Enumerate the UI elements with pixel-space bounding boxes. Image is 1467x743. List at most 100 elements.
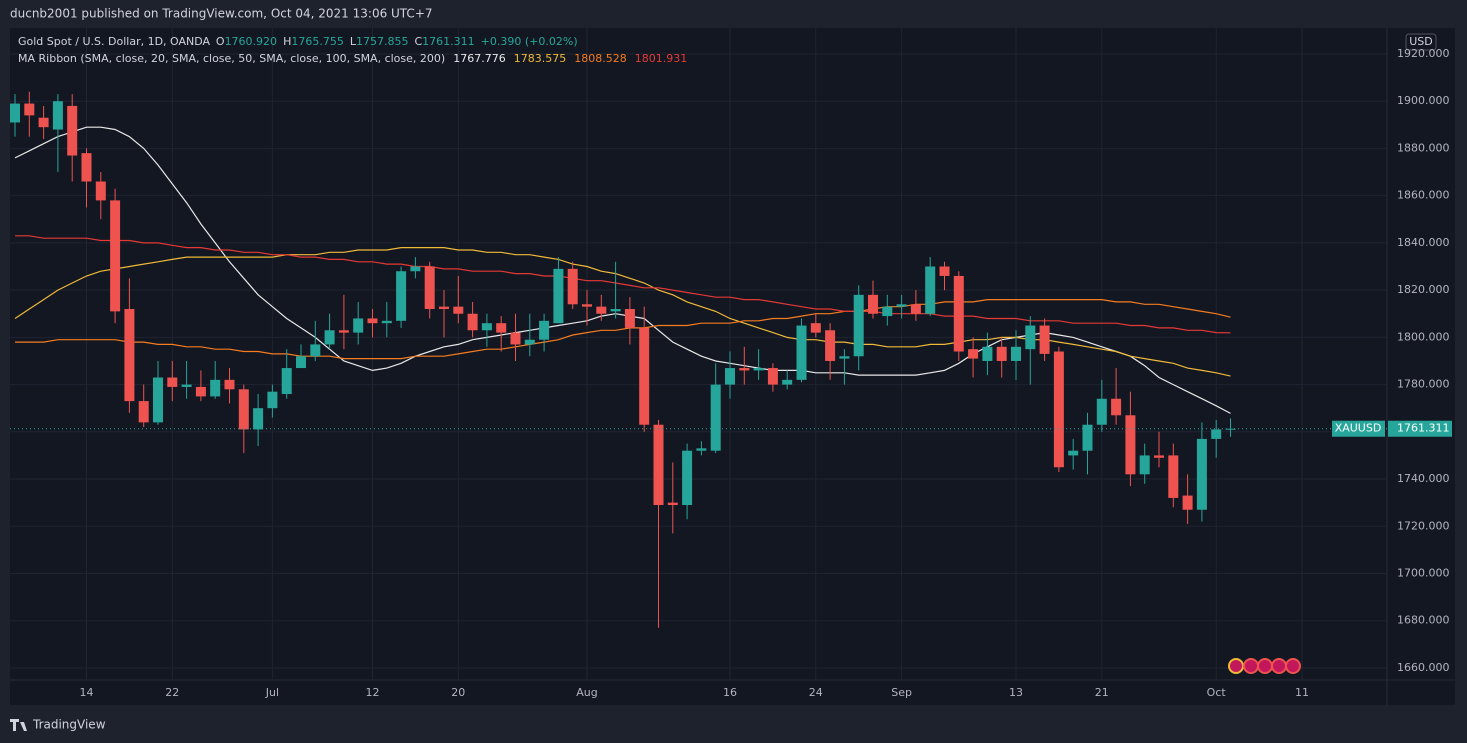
candle-body bbox=[52, 101, 63, 130]
ma-legend: MA Ribbon (SMA, close, 20, SMA, close, 5… bbox=[18, 52, 687, 65]
candle-body bbox=[10, 103, 20, 123]
legend-text: 1761.311 bbox=[422, 35, 475, 48]
candle-body bbox=[296, 356, 306, 369]
y-tick-label: 1780.000 bbox=[1397, 378, 1450, 391]
candle-body bbox=[1011, 346, 1021, 361]
y-tick-label: 1720.000 bbox=[1397, 519, 1450, 532]
candle-body bbox=[1211, 429, 1222, 439]
x-tick-label: 24 bbox=[809, 686, 823, 699]
legend-text: H bbox=[283, 35, 291, 48]
candle-body bbox=[667, 502, 678, 506]
x-tick-label: 13 bbox=[1009, 686, 1023, 699]
candle-body bbox=[410, 266, 421, 272]
x-tick-label: 12 bbox=[366, 686, 380, 699]
candle-body bbox=[153, 377, 163, 423]
candle-body bbox=[882, 306, 893, 317]
symbol-legend: Gold Spot / U.S. Dollar, 1D, OANDA O1760.… bbox=[18, 35, 578, 48]
x-tick-label: Aug bbox=[576, 686, 597, 699]
candle-body bbox=[1068, 450, 1079, 456]
candle-body bbox=[396, 271, 407, 321]
x-tick-label: 11 bbox=[1295, 686, 1309, 699]
y-tick-label: 1840.000 bbox=[1397, 236, 1450, 249]
candle-body bbox=[281, 368, 292, 395]
candle-body bbox=[38, 117, 49, 128]
legend-text: O bbox=[216, 35, 225, 48]
candle-body bbox=[181, 384, 192, 387]
candle-body bbox=[767, 368, 778, 385]
legend-text: C bbox=[414, 35, 422, 48]
legend-text: 1783.575 bbox=[514, 52, 567, 65]
legend-text: 1801.931 bbox=[635, 52, 688, 65]
candle-body bbox=[839, 356, 850, 359]
candle-body bbox=[539, 320, 550, 340]
x-tick-label: 22 bbox=[165, 686, 179, 699]
x-tick-label: Jul bbox=[265, 686, 279, 699]
candle-body bbox=[639, 327, 650, 425]
legend-text: 1808.528 bbox=[574, 52, 627, 65]
candle-body bbox=[481, 323, 492, 331]
candle-body bbox=[1196, 438, 1207, 510]
candle-body bbox=[424, 266, 435, 310]
ticker-tag bbox=[1332, 420, 1385, 437]
candle-body bbox=[739, 368, 750, 371]
candle-body bbox=[982, 346, 993, 361]
candle-body bbox=[1025, 325, 1036, 350]
candle-body bbox=[210, 379, 221, 397]
candle-body bbox=[224, 379, 235, 390]
x-tick-label: Sep bbox=[891, 686, 912, 699]
x-tick-label: 21 bbox=[1095, 686, 1109, 699]
y-tick-label: 1660.000 bbox=[1397, 661, 1450, 674]
candle-body bbox=[682, 450, 693, 506]
currency-box bbox=[1405, 33, 1437, 51]
candle-body bbox=[195, 386, 206, 397]
grid bbox=[10, 28, 1387, 680]
candle-body bbox=[267, 391, 278, 409]
y-tick-label: 1860.000 bbox=[1397, 189, 1450, 202]
candle-body bbox=[367, 318, 378, 324]
candle-body bbox=[624, 309, 635, 328]
candle-body bbox=[610, 309, 621, 312]
event-icon bbox=[1285, 658, 1301, 674]
legend-text: 1767.776 bbox=[453, 52, 506, 65]
candle-body bbox=[996, 346, 1007, 361]
candle-body bbox=[753, 368, 764, 371]
candle-body bbox=[1168, 455, 1179, 498]
price-tag-label: 1761.311 bbox=[1397, 422, 1450, 435]
candle-body bbox=[253, 408, 264, 430]
chart-area bbox=[10, 28, 1455, 705]
legend-text: Gold Spot / U.S. Dollar, 1D, OANDA bbox=[18, 35, 211, 48]
candle-body bbox=[67, 105, 78, 156]
marks bbox=[10, 91, 1387, 628]
candle-body bbox=[710, 384, 721, 451]
candle-body bbox=[782, 379, 793, 385]
events bbox=[1228, 658, 1301, 674]
x-tick-label: 14 bbox=[80, 686, 94, 699]
candle-body bbox=[810, 323, 821, 333]
y-tick-label: 1880.000 bbox=[1397, 141, 1450, 154]
x-tick-label: 20 bbox=[451, 686, 465, 699]
y-tick-label: 1680.000 bbox=[1397, 614, 1450, 627]
legend-text: MA Ribbon (SMA, close, 20, SMA, close, 5… bbox=[18, 52, 445, 65]
candle-body bbox=[81, 153, 92, 182]
candle-body bbox=[725, 368, 735, 385]
candle-body bbox=[1096, 398, 1107, 425]
ticker-tag-label: XAUUSD bbox=[1335, 422, 1382, 435]
candle-body bbox=[1139, 455, 1150, 475]
y-tick-label: 1800.000 bbox=[1397, 330, 1450, 343]
candle-body bbox=[567, 268, 578, 305]
candle-body bbox=[1053, 351, 1064, 468]
y-tick-label: 1820.000 bbox=[1397, 283, 1450, 296]
candle-body bbox=[1039, 325, 1050, 354]
candle-body bbox=[596, 306, 607, 314]
candle-body bbox=[1125, 415, 1136, 475]
candle-body bbox=[95, 181, 106, 201]
ma-line bbox=[15, 235, 1231, 334]
candle-body bbox=[939, 266, 950, 276]
candle-body bbox=[1111, 398, 1122, 416]
candle-body bbox=[653, 424, 664, 506]
legend-text: 1765.755 bbox=[291, 35, 344, 48]
candle-body bbox=[953, 275, 964, 352]
candle-body bbox=[696, 448, 707, 451]
candle-body bbox=[110, 200, 121, 312]
